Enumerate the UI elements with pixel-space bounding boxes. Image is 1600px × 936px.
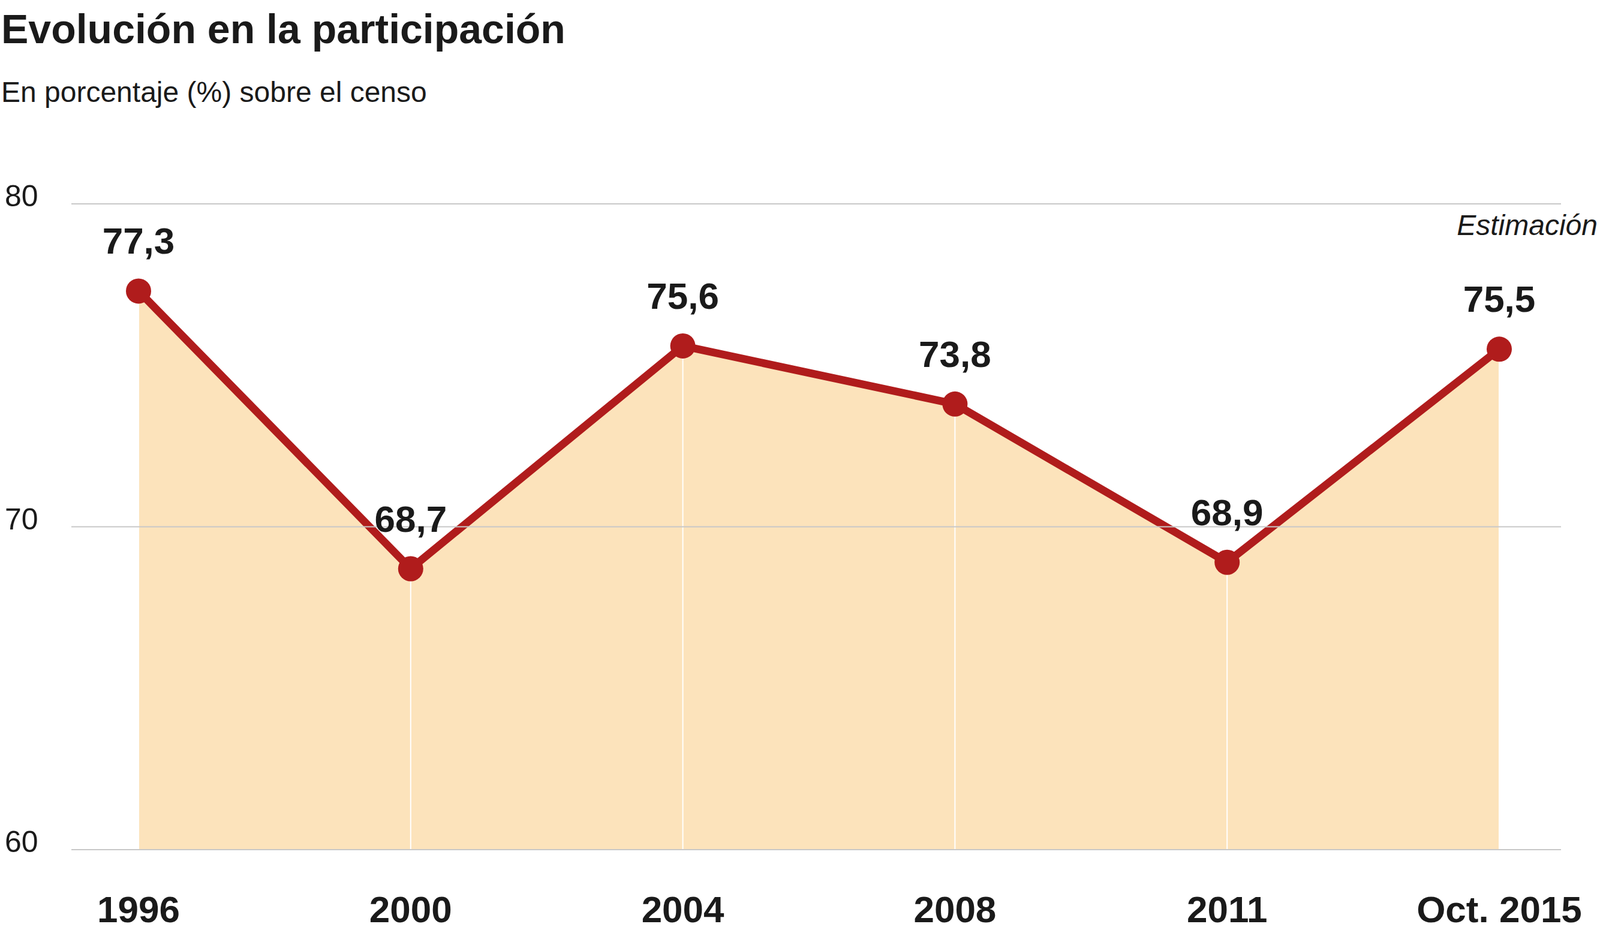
title: Evolución en la participación: [1, 5, 566, 52]
marker: [398, 556, 424, 582]
marker: [1486, 336, 1512, 362]
grid-line: [71, 526, 1562, 528]
marker: [670, 333, 696, 359]
category-line: [682, 346, 684, 850]
x-tick-label: 2011: [1186, 888, 1268, 931]
grid-line: [71, 849, 1562, 851]
marker: [942, 391, 968, 417]
category-line: [137, 290, 140, 850]
category-line: [1226, 562, 1228, 850]
marker: [1214, 549, 1240, 576]
data-label: 75,6: [646, 275, 720, 317]
data-label: 73,8: [918, 333, 992, 375]
x-tick-label: 2004: [641, 888, 725, 931]
y-tick-label: 70: [4, 502, 39, 537]
area: [138, 290, 1500, 850]
data-label: 68,7: [374, 498, 447, 540]
chart: Evolución en la participación En porcenta…: [0, 0, 1600, 936]
y-tick-label: 80: [4, 179, 39, 213]
category-line: [1498, 349, 1500, 850]
x-tick-label: 1996: [97, 888, 180, 931]
data-label: 77,3: [102, 220, 176, 262]
marker: [125, 278, 152, 304]
category-line: [954, 404, 956, 850]
data-label: 75,5: [1463, 278, 1536, 320]
x-tick-label: Oct. 2015: [1416, 888, 1583, 931]
data-label: 68,9: [1191, 491, 1264, 534]
y-tick-label: 60: [4, 825, 39, 859]
x-tick-label: 2008: [913, 888, 997, 931]
category-line: [410, 569, 412, 850]
plot-area: [125, 278, 1512, 850]
annotation: Estimación: [1456, 209, 1598, 242]
grid-line: [71, 203, 1562, 205]
x-tick-label: 2000: [369, 888, 453, 931]
subtitle: En porcentaje (%) sobre el censo: [1, 76, 427, 108]
